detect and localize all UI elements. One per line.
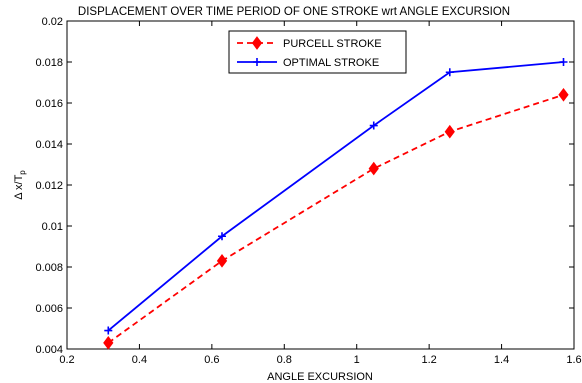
data-point-optimal-stroke — [104, 326, 113, 335]
y-axis-label-main: Δ x/T — [13, 174, 25, 199]
x-tick-label: 0.2 — [59, 354, 74, 366]
x-tick-label: 1.2 — [421, 354, 436, 366]
y-tick-label: 0.006 — [35, 303, 63, 315]
data-point-purcell-stroke — [368, 161, 379, 176]
legend-box — [228, 30, 407, 74]
y-tick-label: 0.004 — [35, 344, 63, 356]
data-point-purcell-stroke — [216, 254, 228, 268]
x-tick-label: 0.4 — [132, 354, 147, 366]
y-tick-label: 0.014 — [35, 139, 63, 151]
y-tick-label: 0.008 — [35, 262, 63, 274]
y-tick-label: 0.01 — [42, 221, 63, 233]
data-point-optimal-stroke — [217, 232, 226, 241]
legend-label-purcell-stroke: PURCELL STROKE — [283, 38, 382, 50]
chart-title: DISPLACEMENT OVER TIME PERIOD OF ONE STR… — [78, 6, 510, 18]
x-tick-label: 1 — [354, 354, 360, 366]
legend-marker-optimal-stroke — [253, 58, 261, 66]
legend-marker-purcell-stroke — [251, 36, 263, 50]
legend: PURCELL STROKE OPTIMAL STROKE — [228, 30, 407, 74]
y-axis-label: Δ x/Tp — [13, 170, 27, 200]
legend-label-optimal-stroke: OPTIMAL STROKE — [283, 57, 379, 69]
y-tick-label: 0.018 — [35, 57, 63, 69]
y-tick-label: 0.02 — [42, 16, 63, 28]
series-purcell-stroke — [103, 87, 569, 350]
series-line-purcell-stroke — [107, 93, 564, 344]
x-tick-label: 1.4 — [494, 354, 509, 366]
data-point-optimal-stroke — [559, 58, 568, 66]
data-point-optimal-stroke — [369, 121, 378, 130]
data-point-purcell-stroke — [558, 87, 569, 102]
data-point-optimal-stroke — [445, 68, 454, 77]
x-tick-label: 1.6 — [566, 354, 581, 366]
y-tick-label: 0.012 — [35, 180, 63, 192]
x-axis-label: ANGLE EXCURSION — [267, 371, 373, 383]
series-optimal-stroke — [104, 58, 568, 335]
y-axis-label-sub: p — [18, 170, 27, 175]
x-tick-label: 0.8 — [277, 354, 292, 366]
y-tick-label: 0.016 — [35, 98, 63, 110]
x-tick-label: 0.6 — [204, 354, 219, 366]
data-point-purcell-stroke — [444, 124, 455, 139]
data-point-purcell-stroke — [103, 336, 114, 350]
